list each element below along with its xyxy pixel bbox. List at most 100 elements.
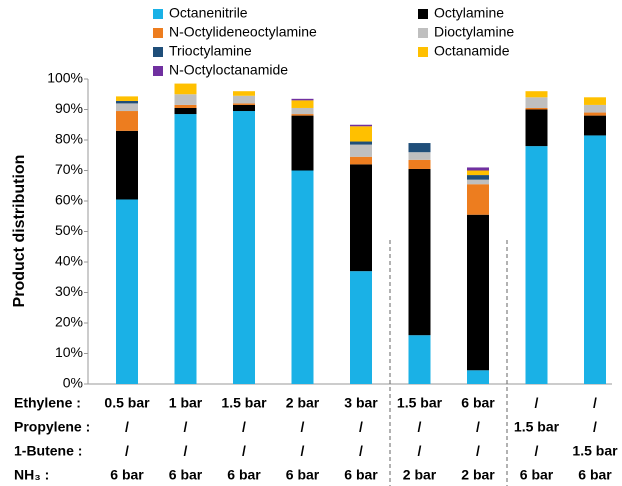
legend-swatch xyxy=(153,28,163,38)
bar-segment xyxy=(350,124,372,127)
condition-cell: 6 bar xyxy=(520,467,554,483)
condition-cell: / xyxy=(535,443,539,459)
bar-segment xyxy=(116,100,138,104)
bar-segment xyxy=(350,164,372,272)
bar-segment xyxy=(467,175,489,180)
bar-segment xyxy=(525,107,548,110)
condition-cell: / xyxy=(125,419,129,435)
bar-segment xyxy=(408,335,431,384)
condition-cell: 6 bar xyxy=(286,467,320,483)
bar-segment xyxy=(291,170,314,384)
y-tick-label: 60% xyxy=(55,192,83,208)
condition-cell: / xyxy=(301,419,305,435)
condition-cell: / xyxy=(184,443,188,459)
bar-segment xyxy=(467,170,489,176)
bar-segment xyxy=(350,271,372,384)
condition-cell: 1 bar xyxy=(169,395,203,411)
legend-label: Octanamide xyxy=(434,43,510,59)
y-tick-label: 90% xyxy=(55,100,83,116)
condition-label: 1-Butene : xyxy=(14,443,82,459)
bar-segment xyxy=(467,179,489,185)
condition-cell: 6 bar xyxy=(169,467,203,483)
bar-segment xyxy=(584,115,606,136)
bar-segment xyxy=(525,146,548,384)
bar-segment xyxy=(116,199,138,384)
legend-swatch xyxy=(153,47,163,57)
bar-segment xyxy=(408,143,431,153)
bar-segment xyxy=(350,144,372,157)
bar-segment xyxy=(291,107,314,115)
bar-segment xyxy=(408,159,431,169)
condition-cell: 2 bar xyxy=(286,395,320,411)
bar-segment xyxy=(116,96,138,101)
condition-cell: 2 bar xyxy=(403,467,437,483)
bar-segment xyxy=(116,103,138,112)
condition-cell: 6 bar xyxy=(461,395,495,411)
legend-swatch xyxy=(418,47,428,57)
legend-swatch xyxy=(153,66,163,76)
bar-segment xyxy=(291,98,314,101)
legend-swatch xyxy=(153,9,163,19)
legend-swatch xyxy=(418,9,428,19)
bar-segment xyxy=(291,114,314,116)
condition-cell: 3 bar xyxy=(344,395,378,411)
condition-label: Propylene : xyxy=(14,419,90,435)
condition-cell: / xyxy=(359,443,363,459)
y-tick-label: 0% xyxy=(63,375,83,391)
bar-segment xyxy=(233,104,255,112)
bar-segment xyxy=(174,114,197,384)
bar-segment xyxy=(467,370,489,384)
bar-segment xyxy=(291,115,314,171)
bar-segment xyxy=(467,184,489,215)
bar-segment xyxy=(233,95,255,104)
bar-segment xyxy=(350,141,372,145)
bar-segment xyxy=(174,94,197,105)
legend-label: Trioctylamine xyxy=(169,43,252,59)
y-tick-label: 20% xyxy=(55,314,83,330)
condition-cell: / xyxy=(593,419,597,435)
condition-cell: / xyxy=(476,419,480,435)
bar-segment xyxy=(174,83,197,95)
bar-segment xyxy=(584,112,606,116)
condition-cell: / xyxy=(593,395,597,411)
bar-segment xyxy=(584,104,606,113)
bar-segment xyxy=(525,91,548,98)
bar-segment xyxy=(233,103,255,105)
condition-cell: 0.5 bar xyxy=(104,395,150,411)
condition-cell: 6 bar xyxy=(110,467,144,483)
condition-cell: / xyxy=(125,443,129,459)
condition-cell: / xyxy=(242,419,246,435)
condition-cell: 2 bar xyxy=(461,467,495,483)
condition-cell: 6 bar xyxy=(227,467,261,483)
y-axis-label: Product distribution xyxy=(11,155,28,308)
bar-segment xyxy=(116,130,138,200)
y-tick-label: 100% xyxy=(47,70,83,86)
legend-label: Octylamine xyxy=(434,5,504,21)
condition-cell: 1.5 bar xyxy=(397,395,443,411)
condition-label: NH₃ : xyxy=(14,467,49,483)
condition-cell: / xyxy=(418,419,422,435)
legend-label: N-Octylideneoctylamine xyxy=(169,24,317,40)
legend-label: N-Octyloctanamide xyxy=(169,62,288,78)
y-tick-label: 50% xyxy=(55,222,83,238)
condition-cell: / xyxy=(359,419,363,435)
legend-label: Octanenitrile xyxy=(169,5,248,21)
y-tick-label: 80% xyxy=(55,131,83,147)
bar-segment xyxy=(116,111,138,131)
bar-segment xyxy=(525,109,548,147)
condition-label: Ethylene : xyxy=(14,395,81,411)
bar-segment xyxy=(350,156,372,165)
condition-cell: 1.5 bar xyxy=(572,443,618,459)
bar-segment xyxy=(174,107,197,115)
bar-segment xyxy=(584,135,606,384)
condition-cell: 6 bar xyxy=(578,467,612,483)
condition-cell: / xyxy=(184,419,188,435)
bar-segment xyxy=(525,97,548,108)
bar-segment xyxy=(467,167,489,171)
y-tick-label: 10% xyxy=(55,344,83,360)
y-tick-label: 30% xyxy=(55,283,83,299)
bar-segment xyxy=(408,152,431,160)
legend-label: Dioctylamine xyxy=(434,24,514,40)
condition-cell: / xyxy=(418,443,422,459)
